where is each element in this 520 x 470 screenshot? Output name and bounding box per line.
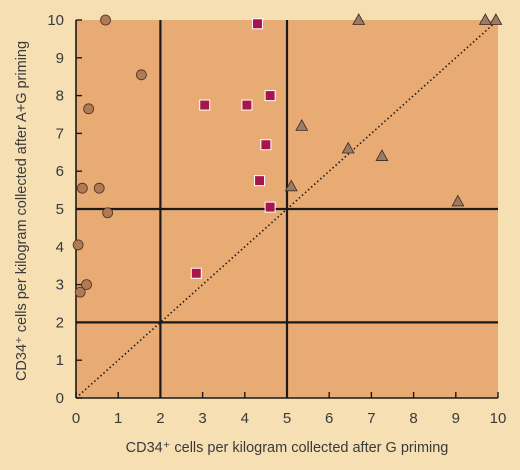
x-axis-label: CD34⁺ cells per kilogram collected after… <box>126 440 449 456</box>
data-point-square <box>264 90 276 102</box>
y-tick-label: 9 <box>56 50 64 67</box>
data-point-triangle <box>451 194 465 207</box>
data-point-circle <box>93 182 105 194</box>
y-tick-label: 1 <box>56 352 64 369</box>
data-point-circle <box>100 14 111 26</box>
data-point-triangle <box>295 119 309 131</box>
x-tick-label: 10 <box>490 410 507 427</box>
data-point-circle <box>74 286 86 298</box>
data-point-square <box>190 267 202 279</box>
data-point-triangle <box>375 149 389 161</box>
y-tick-label: 4 <box>56 239 64 256</box>
y-tick-label: 3 <box>56 277 64 294</box>
data-point-triangle <box>352 13 366 25</box>
data-point-circle <box>72 239 84 251</box>
data-point-circle <box>102 207 114 219</box>
data-point-circle <box>136 69 147 81</box>
data-point-circle <box>76 182 88 194</box>
x-tick-label: 2 <box>156 410 164 427</box>
data-point-circle <box>83 103 95 115</box>
y-tick-label: 10 <box>47 12 64 29</box>
x-tick-label: 6 <box>325 410 333 427</box>
y-tick-label: 5 <box>56 201 64 218</box>
data-point-triangle <box>489 13 503 25</box>
x-tick-label: 0 <box>72 410 80 427</box>
data-point-triangle <box>284 179 298 192</box>
x-tick-label: 8 <box>409 410 417 427</box>
y-tick-label: 7 <box>56 125 64 142</box>
y-tick-label: 2 <box>56 314 64 331</box>
data-point-square <box>264 201 276 213</box>
x-tick-label: 4 <box>241 410 249 427</box>
y-tick-label: 8 <box>56 88 64 105</box>
data-point-square <box>199 99 211 111</box>
x-tick-label: 7 <box>367 410 375 427</box>
x-tick-label: 1 <box>114 410 122 427</box>
data-point-circle <box>81 279 92 291</box>
x-tick-label: 9 <box>452 410 460 427</box>
identity-line <box>75 19 499 399</box>
y-axis-label: CD34⁺ cells per kilogram collected after… <box>14 41 30 381</box>
data-point-square <box>254 175 266 187</box>
x-tick-label: 3 <box>198 410 206 427</box>
data-point-square <box>251 18 263 30</box>
axis-ticks: 0 1 2 3 4 5 6 7 8 9 10 0 1 2 3 4 5 6 7 8 9 10 <box>47 12 506 427</box>
data-point-triangle <box>341 141 355 154</box>
data-point-square <box>241 99 253 111</box>
y-tick-label: 0 <box>56 390 64 407</box>
x-tick-label: 5 <box>283 410 291 427</box>
data-points <box>72 13 503 298</box>
reference-lines <box>75 19 499 399</box>
data-point-square <box>260 139 272 151</box>
y-tick-label: 6 <box>56 163 64 180</box>
data-point-triangle <box>478 13 492 25</box>
